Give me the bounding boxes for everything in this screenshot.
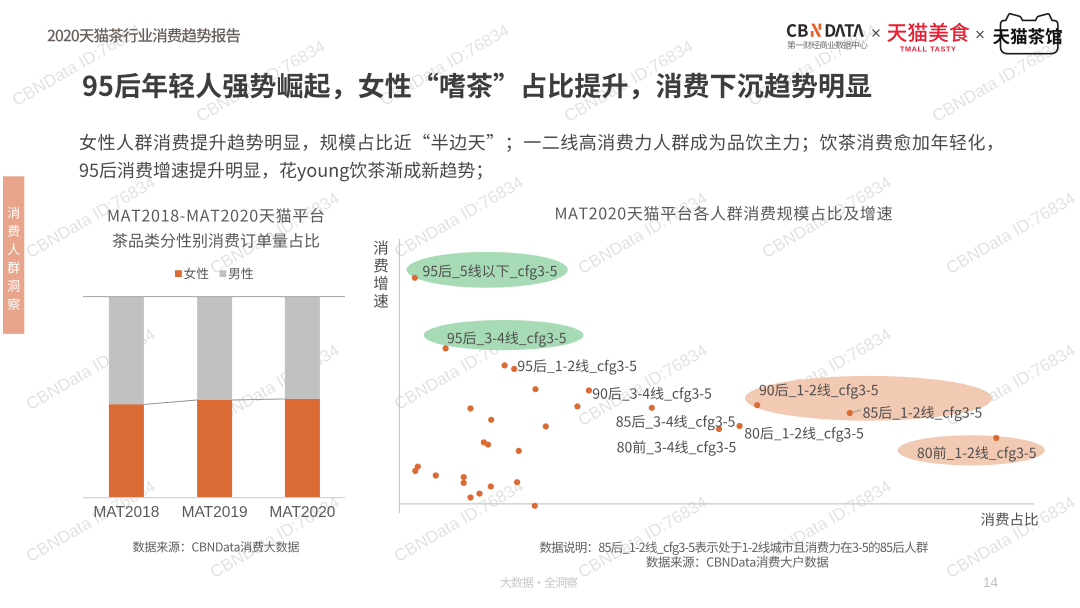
svg-text:MAT2018: MAT2018 — [93, 504, 159, 521]
svg-text:TMALL TASTY: TMALL TASTY — [900, 45, 957, 54]
svg-text:MAT2019: MAT2019 — [182, 504, 248, 521]
svg-text:14: 14 — [983, 575, 999, 590]
svg-text:MAT2020: MAT2020 — [269, 504, 335, 521]
